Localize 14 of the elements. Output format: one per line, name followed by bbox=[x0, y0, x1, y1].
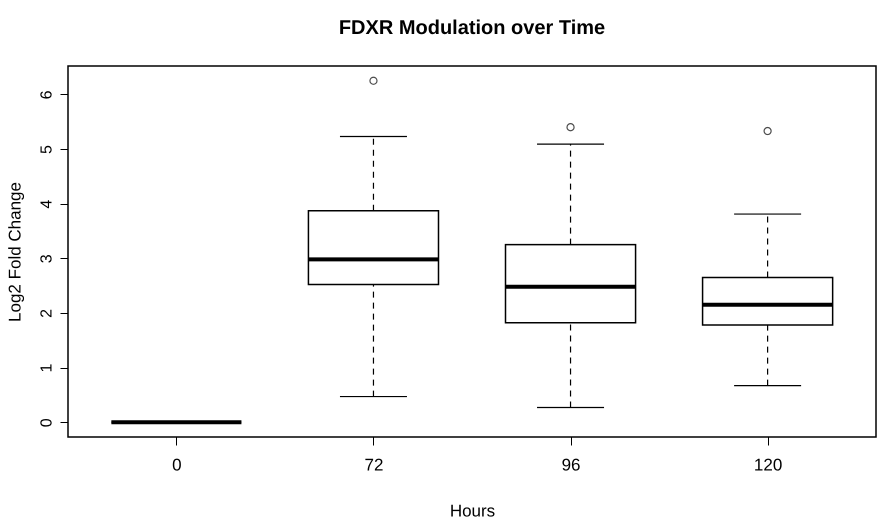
y-tick-label: 1 bbox=[38, 364, 56, 373]
y-tick-label: 6 bbox=[38, 90, 56, 100]
y-tick-label: 3 bbox=[38, 254, 56, 264]
x-axis-title: Hours bbox=[450, 502, 496, 520]
x-tick-label: 0 bbox=[172, 456, 182, 474]
x-tick-label: 120 bbox=[754, 456, 782, 474]
y-tick-label: 4 bbox=[38, 200, 56, 209]
y-tick-label: 2 bbox=[38, 308, 56, 318]
y-axis-title: Log2 Fold Change bbox=[6, 182, 24, 322]
y-tick-label: 0 bbox=[38, 418, 56, 428]
y-tick-label: 5 bbox=[38, 145, 56, 154]
chart-title: FDXR Modulation over Time bbox=[338, 17, 606, 39]
x-tick-label: 72 bbox=[364, 456, 384, 474]
x-tick-label: 96 bbox=[562, 456, 580, 474]
